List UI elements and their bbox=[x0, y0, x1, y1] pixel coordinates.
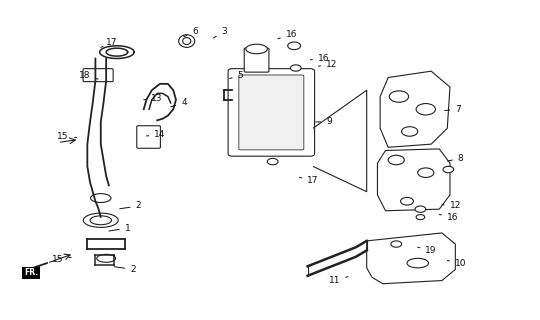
Ellipse shape bbox=[83, 213, 118, 228]
Text: 6: 6 bbox=[184, 27, 198, 37]
Text: 7: 7 bbox=[444, 105, 461, 114]
Text: 1: 1 bbox=[109, 224, 131, 233]
Text: 2: 2 bbox=[120, 202, 141, 211]
Text: 18: 18 bbox=[79, 71, 98, 80]
Circle shape bbox=[401, 197, 414, 205]
Circle shape bbox=[391, 241, 402, 247]
Circle shape bbox=[416, 215, 425, 220]
Text: FR.: FR. bbox=[24, 268, 38, 277]
Ellipse shape bbox=[183, 37, 191, 44]
Text: 12: 12 bbox=[442, 202, 461, 211]
Text: 15: 15 bbox=[57, 132, 77, 141]
Ellipse shape bbox=[179, 35, 195, 47]
Ellipse shape bbox=[91, 194, 111, 203]
Circle shape bbox=[288, 42, 301, 50]
Ellipse shape bbox=[97, 254, 116, 262]
Circle shape bbox=[443, 166, 454, 173]
Circle shape bbox=[418, 168, 434, 178]
FancyBboxPatch shape bbox=[83, 69, 113, 82]
Text: 16: 16 bbox=[310, 54, 329, 63]
FancyBboxPatch shape bbox=[228, 69, 315, 156]
Text: 8: 8 bbox=[447, 154, 463, 163]
Circle shape bbox=[416, 104, 435, 115]
Text: 4: 4 bbox=[171, 99, 187, 108]
Text: 14: 14 bbox=[146, 130, 166, 139]
Ellipse shape bbox=[407, 258, 428, 268]
FancyBboxPatch shape bbox=[239, 75, 304, 150]
Text: 12: 12 bbox=[319, 60, 338, 69]
Text: 10: 10 bbox=[447, 259, 467, 268]
Text: 13: 13 bbox=[144, 94, 163, 103]
Text: 17: 17 bbox=[101, 38, 117, 47]
Circle shape bbox=[388, 155, 404, 165]
FancyBboxPatch shape bbox=[137, 126, 160, 148]
Text: 5: 5 bbox=[230, 71, 244, 80]
Circle shape bbox=[402, 127, 418, 136]
Ellipse shape bbox=[246, 44, 267, 54]
Text: 16: 16 bbox=[439, 212, 458, 222]
Text: 9: 9 bbox=[316, 117, 332, 126]
Text: 2: 2 bbox=[114, 265, 136, 274]
Circle shape bbox=[291, 65, 301, 71]
Circle shape bbox=[415, 206, 426, 212]
Circle shape bbox=[389, 91, 409, 102]
Text: 3: 3 bbox=[213, 27, 227, 38]
Circle shape bbox=[267, 158, 278, 165]
Text: 16: 16 bbox=[278, 30, 297, 39]
Text: 11: 11 bbox=[329, 276, 348, 285]
Ellipse shape bbox=[90, 216, 112, 225]
FancyBboxPatch shape bbox=[244, 48, 269, 72]
Text: 15: 15 bbox=[52, 255, 71, 264]
Text: 17: 17 bbox=[300, 176, 319, 185]
Text: 19: 19 bbox=[418, 246, 437, 255]
